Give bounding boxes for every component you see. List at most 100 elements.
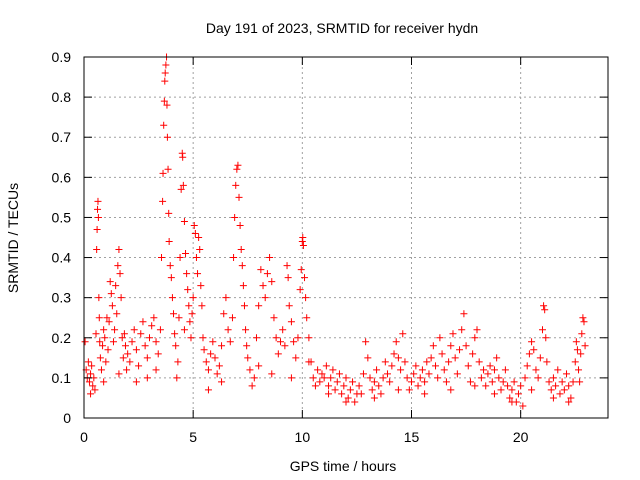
data-point (294, 334, 302, 342)
x-tick-label: 0 (80, 429, 88, 445)
data-point (268, 278, 276, 286)
data-point (96, 354, 104, 362)
data-point (325, 390, 333, 398)
data-point (456, 346, 464, 354)
data-point (143, 374, 151, 382)
data-point (528, 338, 536, 346)
data-point (198, 302, 206, 310)
data-point (501, 366, 509, 374)
data-point (87, 370, 95, 378)
data-point (239, 282, 247, 290)
data-point (464, 362, 472, 370)
data-point (161, 69, 169, 77)
data-point (340, 382, 348, 390)
data-point (243, 342, 251, 350)
data-point (549, 394, 557, 402)
data-point (331, 386, 339, 394)
data-point (514, 390, 522, 398)
data-point (126, 358, 134, 366)
data-point (414, 382, 422, 390)
data-point (250, 374, 258, 382)
data-point (421, 378, 429, 386)
data-point (530, 346, 538, 354)
data-point (207, 350, 215, 358)
data-point (146, 334, 153, 342)
data-point (230, 254, 238, 262)
data-point (97, 366, 105, 374)
data-point (480, 366, 488, 374)
data-point (438, 350, 446, 358)
data-point (305, 358, 313, 366)
y-tick-label: 0.6 (52, 169, 72, 185)
data-point (388, 362, 396, 370)
data-point (554, 366, 562, 374)
data-point (375, 382, 383, 390)
data-point (418, 366, 426, 374)
data-point (499, 378, 507, 386)
data-point (303, 314, 311, 322)
gridlines (84, 57, 608, 418)
data-point (244, 354, 252, 362)
data-point (204, 366, 212, 374)
data-point (121, 342, 129, 350)
data-point (517, 382, 525, 390)
data-point (96, 338, 104, 346)
data-point (377, 390, 385, 398)
x-tick-label: 15 (404, 429, 420, 445)
data-point (102, 358, 110, 366)
data-point (508, 398, 516, 406)
data-point (287, 374, 295, 382)
data-point (571, 358, 579, 366)
data-point (342, 374, 350, 382)
data-point (246, 366, 254, 374)
data-point (309, 374, 317, 382)
data-point (81, 338, 89, 346)
data-point (383, 370, 391, 378)
data-point (302, 294, 310, 302)
data-point (569, 378, 577, 386)
data-point (224, 326, 232, 334)
data-point (432, 362, 440, 370)
y-axis-label: SRMTID / TECUs (5, 183, 21, 293)
data-point (123, 366, 131, 374)
data-point (139, 318, 147, 326)
data-point (429, 342, 437, 350)
data-point (528, 386, 536, 394)
data-point (484, 370, 492, 378)
data-point (466, 378, 474, 386)
data-point (508, 386, 516, 394)
data-point (166, 262, 174, 270)
data-point (534, 374, 542, 382)
data-point (567, 394, 575, 402)
data-point (563, 370, 571, 378)
data-point (301, 274, 309, 282)
data-point (93, 225, 101, 233)
data-point (183, 270, 191, 278)
data-point (403, 374, 411, 382)
data-point (333, 378, 341, 386)
data-point (94, 197, 102, 205)
data-point (451, 354, 459, 362)
data-point (453, 370, 461, 378)
data-point (143, 354, 151, 362)
data-point (172, 342, 180, 350)
data-point (231, 213, 239, 221)
data-point (137, 330, 145, 338)
data-point (547, 386, 555, 394)
data-point (160, 121, 168, 129)
data-point (556, 390, 564, 398)
data-point (105, 318, 113, 326)
data-point (132, 378, 140, 386)
data-point (521, 374, 529, 382)
data-point (272, 334, 280, 342)
data-point (94, 205, 102, 213)
data-point (440, 366, 448, 374)
data-point (179, 181, 187, 189)
data-point (187, 334, 195, 342)
data-point (477, 374, 485, 382)
data-point (154, 350, 162, 358)
data-point (322, 362, 330, 370)
data-point (490, 390, 498, 398)
data-point (103, 314, 111, 322)
data-point (338, 390, 346, 398)
